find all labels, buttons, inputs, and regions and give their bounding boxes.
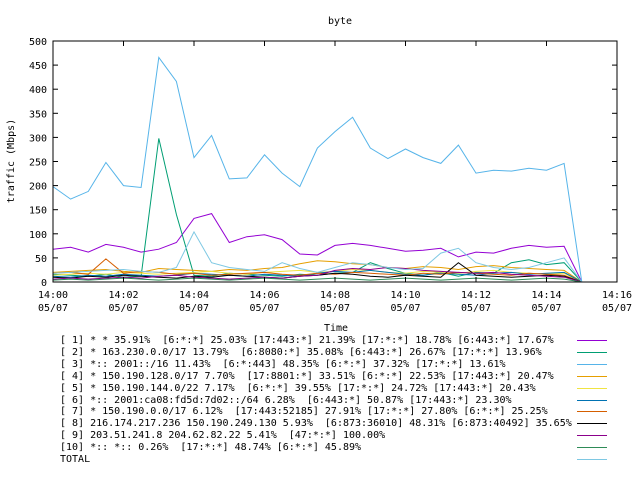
series-line-11: [52, 230, 583, 283]
legend-swatch: [577, 459, 607, 460]
legend-entry: [ 1] * * 35.91% [6:*:*] 25.03% [17:443:*…: [60, 335, 554, 346]
y-tick-label: 200: [29, 182, 47, 193]
legend-swatch: [577, 411, 607, 413]
y-tick-label: 150: [29, 206, 47, 217]
y-tick-label: 350: [29, 109, 47, 120]
series-line-3: [52, 56, 583, 283]
x-tick-label-date: 05/07: [461, 303, 491, 314]
legend-entry: [ 3] *:: 2001::/16 11.43% [6:*:443] 48.3…: [60, 358, 506, 370]
legend-swatch: [577, 435, 607, 437]
x-tick-label-date: 05/07: [320, 303, 350, 314]
legend-entry: TOTAL: [60, 454, 91, 465]
x-tick-label-time: 14:06: [249, 290, 279, 301]
x-tick-label-time: 14:02: [108, 290, 138, 301]
x-tick-label-date: 05/07: [390, 303, 420, 314]
y-tick-label: 0: [41, 278, 47, 289]
y-tick-label: 250: [29, 158, 47, 169]
y-axis-label: traffic (Mbps): [6, 119, 17, 203]
y-tick-label: 50: [35, 254, 47, 265]
legend-entry: [ 8] 216.174.217.236 150.190.249.130 5.9…: [60, 418, 572, 430]
x-tick-label-date: 05/07: [108, 303, 138, 314]
y-tick-label: 450: [29, 61, 47, 72]
x-tick-label-time: 14:16: [602, 290, 632, 301]
x-tick-label-time: 14:08: [320, 290, 350, 301]
y-tick-label: 100: [29, 230, 47, 241]
x-tick-label-date: 05/07: [38, 303, 68, 314]
y-tick-label: 300: [29, 133, 47, 144]
x-axis-label: Time: [324, 323, 348, 334]
series-line-10: [52, 277, 582, 283]
x-tick-label-time: 14:14: [531, 290, 561, 301]
x-tick-label-date: 05/07: [602, 303, 632, 314]
series-line-4: [52, 260, 583, 283]
legend-swatch: [577, 423, 607, 425]
series-line-9: [52, 266, 582, 283]
x-tick-label-time: 14:12: [461, 290, 491, 301]
y-tick-label: 500: [29, 37, 47, 48]
legend-swatch: [577, 375, 607, 377]
legend-swatch: [577, 399, 607, 401]
x-tick-label-date: 05/07: [249, 303, 279, 314]
legend-entry: [10] *:: *:: 0.26% [17:*:*] 48.74% [6:*:…: [60, 442, 362, 454]
legend-entry: [ 2] * 163.230.0.0/17 13.79% [6:8080:*] …: [60, 346, 542, 358]
legend-swatch: [577, 387, 607, 389]
y-tick-label: 400: [29, 85, 47, 96]
legend-swatch: [577, 351, 607, 353]
x-tick-label-date: 05/07: [179, 303, 209, 314]
legend-entry: [ 4] * 150.190.128.0/17 7.70% [17:8801:*…: [60, 370, 554, 382]
legend-entry: [ 6] *:: 2001:ca08:fd5d:7d02::/64 6.28% …: [60, 394, 512, 406]
legend-swatch: [577, 340, 607, 341]
chart-title: byte: [328, 16, 352, 27]
x-tick-label-time: 14:00: [38, 290, 68, 301]
legend-swatch: [577, 447, 607, 449]
legend-entry: [ 5] * 150.190.144.0/22 7.17% [6:*:*] 39…: [60, 382, 536, 394]
x-tick-label-time: 14:10: [390, 290, 420, 301]
series-line-1: [52, 213, 583, 283]
series-layer: [52, 56, 583, 283]
legend-entry: [ 7] * 150.190.0.0/17 6.12% [17:443:5218…: [60, 406, 548, 418]
x-tick-label-time: 14:04: [179, 290, 209, 301]
legend-swatch: [577, 363, 607, 365]
legend-entry: [ 9] 203.51.241.8 204.62.82.22 5.41% [47…: [60, 430, 386, 442]
x-tick-label-date: 05/07: [531, 303, 561, 314]
axes-layer: 0 50 100 150 200 250 300 350 400 450 500 14:00 05/07…: [29, 37, 632, 314]
